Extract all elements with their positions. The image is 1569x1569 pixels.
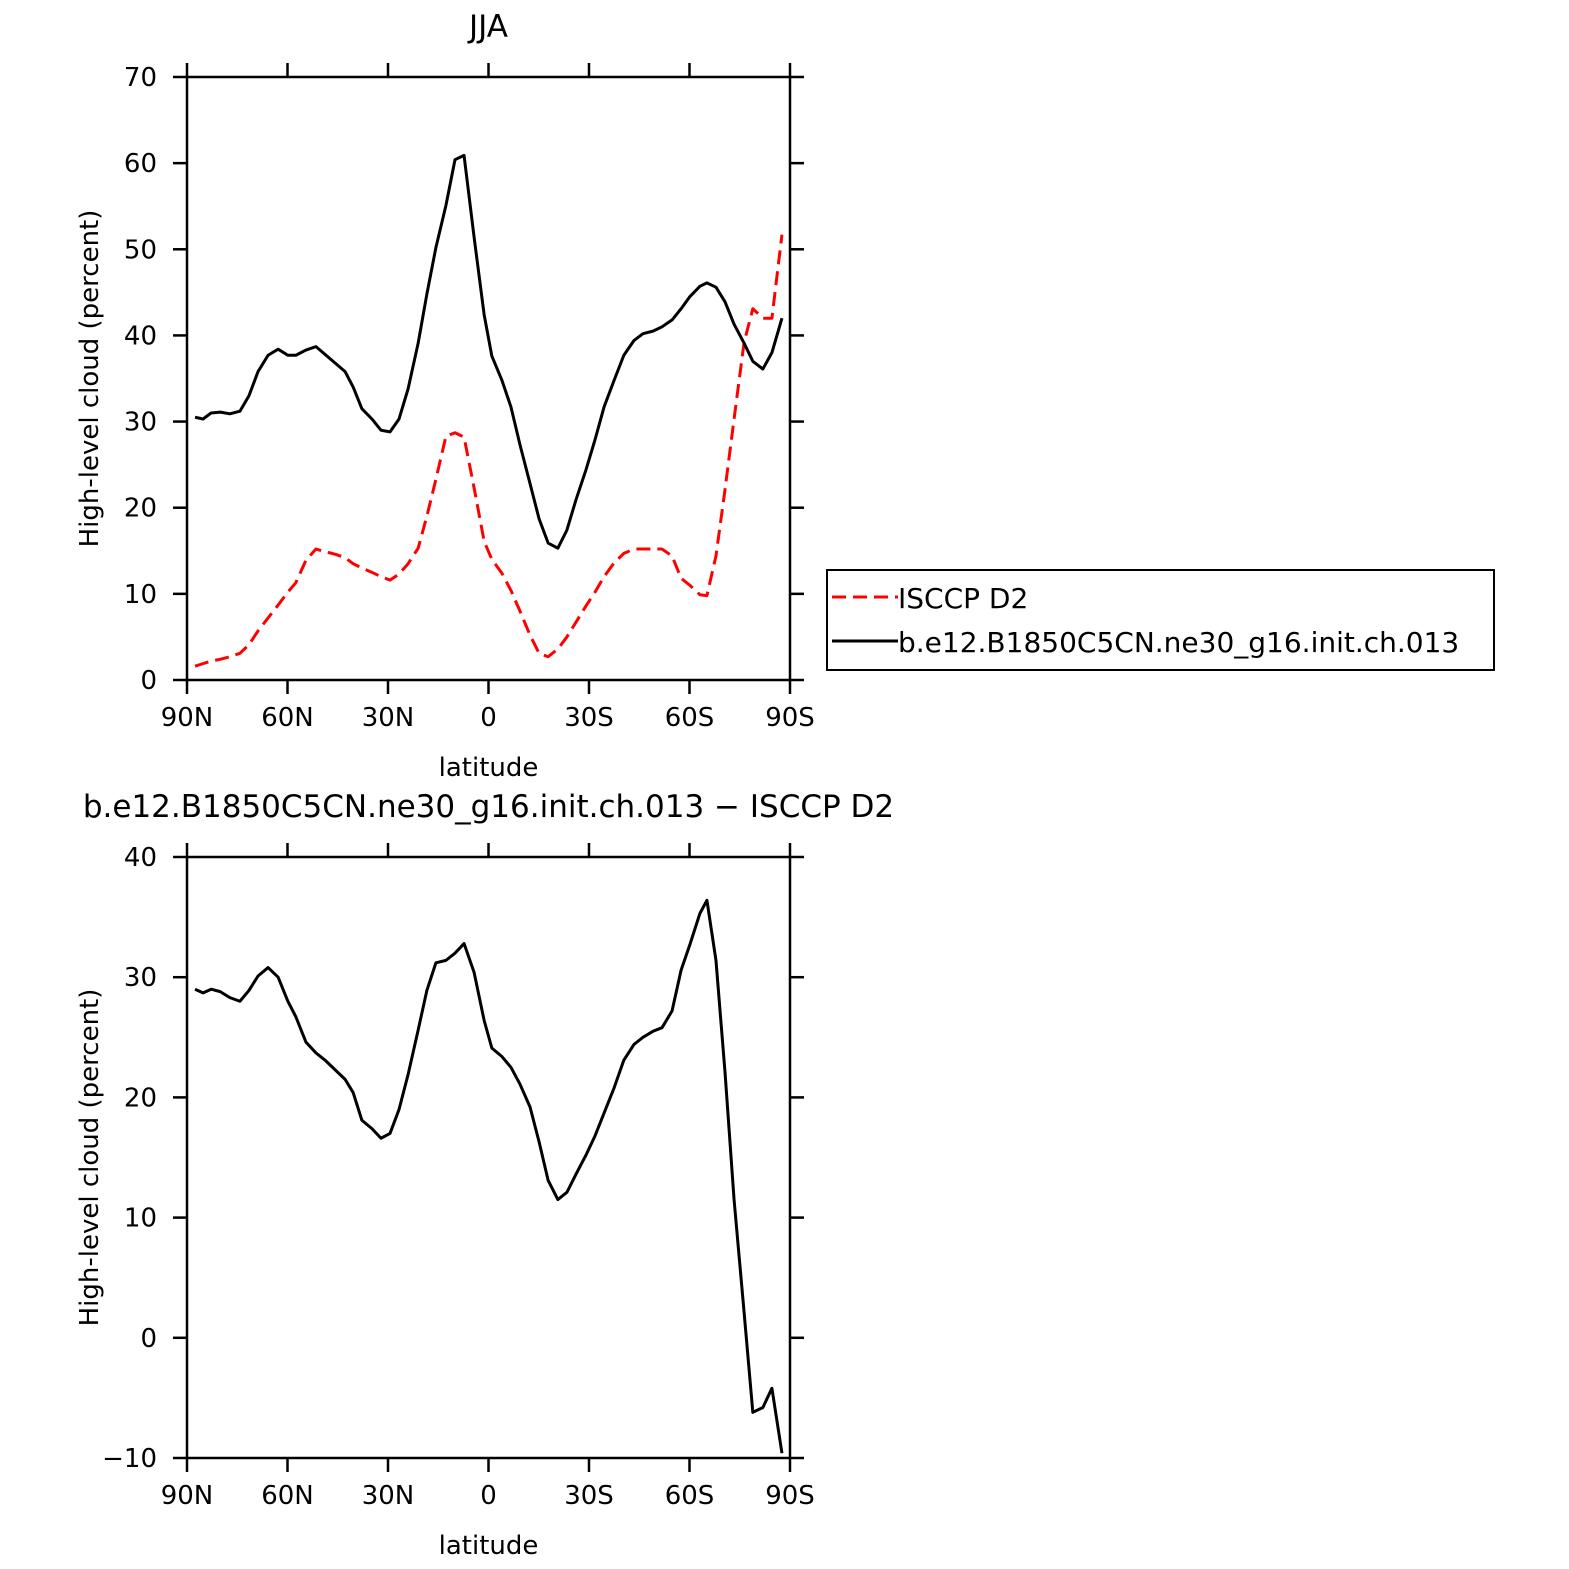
y-tick-label: 20 <box>124 1083 157 1113</box>
y-tick-label: −10 <box>102 1444 157 1474</box>
y-tick-label: 70 <box>124 63 157 93</box>
y-tick-label: 40 <box>124 321 157 351</box>
y-tick-label: 0 <box>140 1324 157 1354</box>
y-tick-label: 40 <box>124 843 157 873</box>
x-tick-label: 90S <box>765 1481 815 1511</box>
y-axis-label: High-level cloud (percent) <box>75 210 105 548</box>
legend: ISCCP D2 b.e12.B1850C5CN.ne30_g16.init.ch… <box>826 569 1495 671</box>
x-tick-label: 60N <box>261 703 314 733</box>
y-tick-label: 60 <box>124 149 157 179</box>
x-tick-label: 90S <box>765 703 815 733</box>
x-tick-label: 0 <box>480 1481 497 1511</box>
y-tick-label: 10 <box>124 580 157 610</box>
y-axis-label: High-level cloud (percent) <box>75 989 105 1327</box>
y-tick-label: 10 <box>124 1204 157 1234</box>
chart-title: JJA <box>467 9 508 45</box>
data-line <box>194 234 784 668</box>
x-tick-label: 90N <box>161 703 214 733</box>
data-line <box>194 153 784 550</box>
x-tick-label: 30N <box>362 1481 415 1511</box>
plot-frame <box>185 855 792 1460</box>
y-tick-label: 50 <box>124 235 157 265</box>
y-tick-label: 0 <box>140 666 157 696</box>
y-tick-label: 20 <box>124 494 157 524</box>
legend-label: ISCCP D2 <box>898 582 1028 615</box>
x-axis-label: latitude <box>439 1531 539 1561</box>
x-tick-label: 60S <box>665 703 715 733</box>
x-tick-label: 60N <box>261 1481 314 1511</box>
legend-box <box>826 569 1495 671</box>
x-axis-label: latitude <box>439 753 539 783</box>
plot-frame <box>185 75 792 682</box>
x-tick-label: 30S <box>564 1481 614 1511</box>
x-tick-label: 0 <box>480 703 497 733</box>
x-tick-label: 30S <box>564 703 614 733</box>
x-tick-label: 60S <box>665 1481 715 1511</box>
x-tick-label: 30N <box>362 703 415 733</box>
chart-title: b.e12.B1850C5CN.ne30_g16.init.ch.013 − I… <box>83 789 894 825</box>
data-line <box>194 898 784 1454</box>
x-tick-label: 90N <box>161 1481 214 1511</box>
y-tick-label: 30 <box>124 963 157 993</box>
legend-label: b.e12.B1850C5CN.ne30_g16.init.ch.013 <box>898 626 1459 659</box>
y-tick-label: 30 <box>124 408 157 438</box>
